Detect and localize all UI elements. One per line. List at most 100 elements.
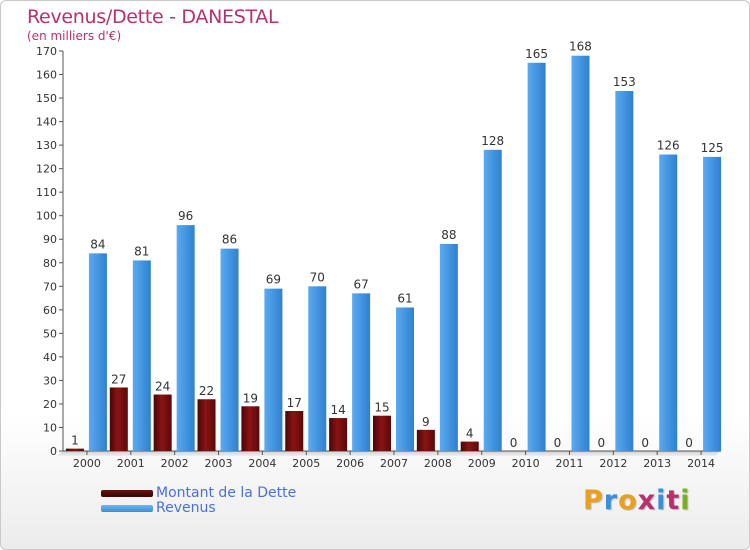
bar-revenus: [659, 154, 678, 451]
x-tick-label: 2014: [687, 457, 715, 470]
proxiti-logo: Proxiti: [583, 485, 691, 516]
data-label-dette: 17: [287, 396, 302, 410]
bar-dette: [197, 399, 216, 451]
bar-revenus: [396, 307, 414, 451]
bar-dette: [65, 448, 84, 451]
logo-letter: i: [656, 485, 667, 516]
bar-dette: [329, 418, 348, 451]
y-tick-label: 120: [36, 163, 57, 176]
data-label-dette: 9: [422, 415, 430, 429]
data-label-dette: 19: [243, 391, 258, 405]
data-label-revenus: 126: [657, 139, 680, 153]
y-tick-label: 20: [43, 398, 57, 411]
x-tick-label: 2006: [336, 457, 364, 470]
bar-revenus: [220, 248, 239, 451]
y-tick-label: 60: [43, 304, 57, 317]
data-label-revenus: 153: [613, 75, 636, 89]
data-label-revenus: 84: [90, 237, 105, 251]
bar-dette: [109, 387, 128, 451]
data-label-revenus: 128: [481, 134, 504, 148]
data-label-revenus: 67: [353, 277, 368, 291]
x-tick-label: 2002: [161, 457, 189, 470]
data-label-revenus: 88: [441, 228, 456, 242]
bar-revenus: [132, 260, 151, 451]
x-tick-label: 2009: [468, 457, 496, 470]
x-tick-label: 2001: [117, 457, 145, 470]
x-tick-label: 2003: [205, 457, 233, 470]
bar-revenus: [439, 243, 458, 451]
bar-dette: [285, 411, 304, 451]
data-label-revenus: 61: [397, 291, 412, 305]
bar-revenus: [88, 253, 107, 451]
bar-revenus: [264, 288, 283, 451]
y-tick-label: 50: [43, 327, 57, 340]
y-tick-label: 10: [43, 421, 57, 434]
bar-dette: [373, 415, 391, 451]
chart-subtitle: (en milliers d'€): [27, 29, 122, 43]
x-tick-label: 2000: [73, 457, 101, 470]
x-tick-label: 2011: [555, 457, 583, 470]
y-tick-label: 110: [36, 186, 57, 199]
data-label-dette: 1: [71, 434, 79, 448]
data-label-revenus: 165: [525, 47, 548, 61]
bar-dette: [153, 394, 172, 451]
data-label-dette: 24: [155, 380, 170, 394]
data-label-revenus: 70: [310, 270, 325, 284]
y-tick-label: 130: [36, 139, 57, 152]
data-label-dette: 0: [598, 436, 606, 450]
y-tick-label: 140: [36, 116, 57, 129]
x-tick-label: 2004: [248, 457, 276, 470]
x-tick-label: 2013: [643, 457, 671, 470]
bar-revenus: [352, 293, 371, 451]
logo-letter: t: [666, 485, 681, 516]
y-tick-label: 100: [36, 210, 57, 223]
data-label-dette: 0: [510, 436, 518, 450]
x-tick-label: 2007: [380, 457, 408, 470]
legend-swatch-revenus: [101, 505, 153, 512]
y-tick-label: 40: [43, 351, 57, 364]
x-tick-label: 2012: [599, 457, 627, 470]
bar-revenus: [703, 156, 722, 451]
data-label-dette: 14: [330, 403, 345, 417]
bar-revenus: [571, 55, 590, 452]
data-label-dette: 27: [111, 372, 126, 386]
logo-letter: i: [680, 485, 691, 516]
y-tick-label: 160: [36, 69, 57, 82]
data-label-dette: 15: [374, 401, 389, 415]
x-tick-label: 2005: [292, 457, 320, 470]
data-label-revenus: 168: [569, 40, 592, 54]
legend-label-dette: Montant de la Dette: [156, 485, 297, 501]
bar-revenus: [308, 286, 327, 451]
y-tick-label: 70: [43, 280, 57, 293]
logo-letter: P: [583, 485, 604, 516]
data-label-revenus: 96: [178, 209, 193, 223]
y-tick-label: 90: [43, 233, 57, 246]
bar-dette: [241, 406, 260, 451]
y-tick-label: 0: [50, 445, 57, 458]
x-tick-label: 2010: [512, 457, 540, 470]
data-label-revenus: 69: [266, 273, 281, 287]
logo-letter: o: [618, 485, 638, 516]
bar-revenus: [483, 149, 502, 451]
bar-revenus: [615, 91, 634, 451]
data-label-revenus: 81: [134, 244, 149, 258]
data-label-dette: 22: [199, 384, 214, 398]
y-tick-label: 80: [43, 257, 57, 270]
bar-dette: [416, 429, 435, 451]
data-label-dette: 0: [685, 436, 693, 450]
data-label-revenus: 86: [222, 233, 237, 247]
chart-title: Revenus/Dette - DANESTAL: [27, 6, 279, 28]
y-tick-label: 150: [36, 92, 57, 105]
legend-swatch-dette: [101, 490, 153, 497]
data-label-dette: 4: [466, 427, 474, 441]
x-tick-label: 2008: [424, 457, 452, 470]
logo-letter: x: [637, 485, 657, 516]
data-label-dette: 0: [641, 436, 649, 450]
bar-revenus: [527, 62, 546, 451]
legend-label-revenus: Revenus: [156, 500, 216, 516]
y-tick-label: 30: [43, 374, 57, 387]
data-label-dette: 0: [554, 436, 562, 450]
y-tick-label: 170: [36, 45, 57, 58]
